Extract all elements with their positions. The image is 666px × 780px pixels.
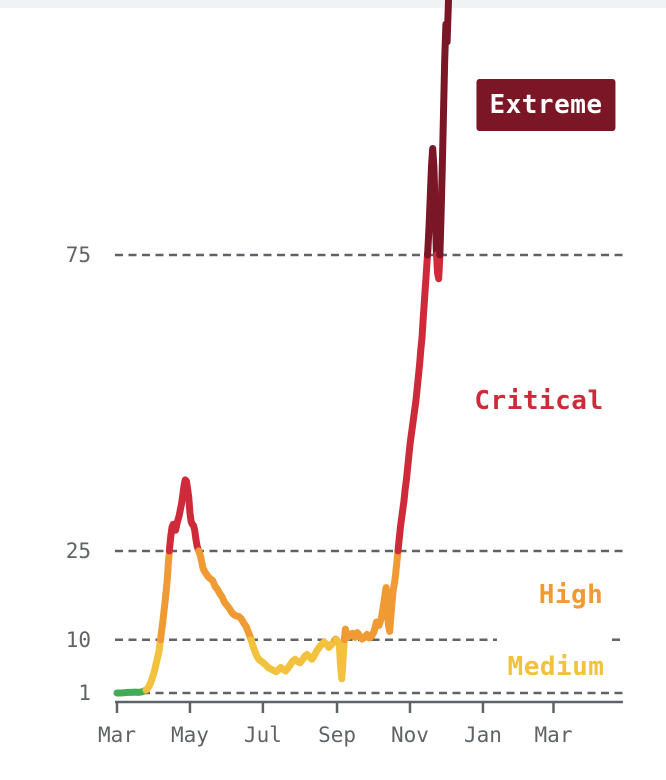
x-axis: [115, 700, 623, 713]
x-tick-label-jul-122: Jul: [243, 723, 282, 747]
x-tick-label-jan-306: Jan: [463, 723, 502, 747]
x-tick-label-nov-245: Nov: [391, 723, 429, 747]
x-tick-label-mar-365: Mar: [534, 723, 573, 747]
y-tick-label-25: 25: [65, 538, 91, 563]
x-tick-label-may-61: May: [170, 723, 209, 747]
y-tick-label-1: 1: [78, 681, 91, 705]
band-label-high: High: [538, 580, 604, 610]
band-label-medium: Medium: [507, 652, 605, 682]
y-tick-label-10: 10: [65, 627, 91, 652]
severity-line: [113, 0, 453, 697]
gridlines: [115, 253, 623, 695]
x-tick-label-sep-184: Sep: [318, 723, 356, 747]
band-label-extreme: Extreme: [476, 79, 616, 131]
x-tick-label-mar-0: Mar: [98, 723, 136, 747]
band-label-critical: Critical: [474, 386, 604, 416]
y-tick-label-75: 75: [65, 243, 91, 267]
top-strip: [0, 0, 666, 8]
